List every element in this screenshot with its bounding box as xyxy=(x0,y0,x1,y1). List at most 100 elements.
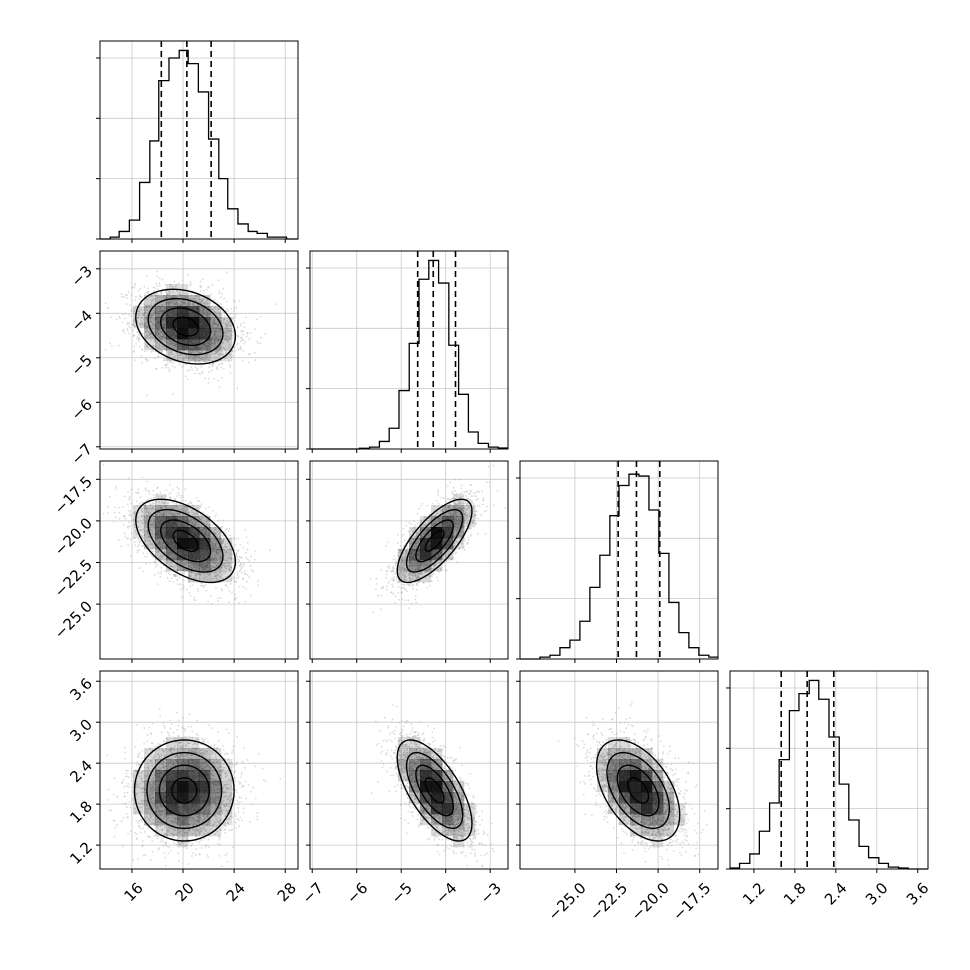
sample-point xyxy=(159,572,162,575)
sample-point xyxy=(219,312,221,315)
sample-point xyxy=(146,291,149,293)
sample-point xyxy=(181,496,184,499)
sample-point xyxy=(138,544,141,546)
sample-point xyxy=(227,341,230,344)
sample-point xyxy=(136,331,138,334)
sample-point xyxy=(169,351,172,354)
sample-point xyxy=(190,575,193,577)
sample-point xyxy=(194,350,197,352)
sample-point xyxy=(170,556,172,559)
sample-point xyxy=(149,320,152,323)
sample-point xyxy=(205,314,208,317)
sample-point xyxy=(220,557,223,560)
sample-point xyxy=(188,304,191,307)
sample-point xyxy=(152,298,155,301)
sample-point xyxy=(213,318,216,321)
sample-point xyxy=(169,496,172,499)
sample-point xyxy=(218,289,221,292)
sample-point xyxy=(220,296,222,299)
sample-point xyxy=(207,601,210,603)
sample-point xyxy=(142,317,145,320)
sample-point xyxy=(145,317,148,319)
sample-point xyxy=(235,596,238,599)
sample-point xyxy=(170,350,173,353)
sample-point xyxy=(163,314,166,317)
sample-point xyxy=(224,338,227,341)
sample-point xyxy=(142,552,145,554)
sample-point xyxy=(141,510,144,513)
sample-point xyxy=(152,494,155,497)
sample-point xyxy=(176,504,179,506)
sample-point xyxy=(137,310,140,313)
sample-point xyxy=(169,498,172,500)
sample-point xyxy=(152,311,155,314)
density-cell xyxy=(188,328,200,340)
sample-point xyxy=(164,314,167,317)
sample-point xyxy=(201,299,204,302)
sample-point xyxy=(226,326,229,329)
sample-point xyxy=(141,316,143,319)
sample-point xyxy=(162,359,165,362)
sample-point xyxy=(236,558,239,560)
sample-point xyxy=(219,353,222,356)
sample-point xyxy=(215,326,218,328)
sample-point xyxy=(264,332,267,335)
sample-point xyxy=(161,495,164,498)
sample-point xyxy=(191,357,194,360)
sample-point xyxy=(213,329,216,331)
sample-point xyxy=(191,303,194,306)
sample-point xyxy=(189,303,191,306)
sample-point xyxy=(224,337,227,340)
sample-point xyxy=(167,501,170,504)
sample-point xyxy=(130,315,133,317)
sample-point xyxy=(146,325,148,328)
sample-point xyxy=(205,288,208,291)
sample-point xyxy=(133,334,135,337)
sample-point xyxy=(196,512,199,514)
sample-point xyxy=(164,364,167,366)
sample-point xyxy=(210,564,213,567)
sample-point xyxy=(224,334,226,337)
sample-point xyxy=(207,534,209,537)
sample-point xyxy=(173,574,176,577)
density-cell xyxy=(199,339,211,351)
contour-line xyxy=(147,297,224,356)
sample-point xyxy=(149,561,152,564)
sample-point xyxy=(160,350,163,353)
sample-point xyxy=(219,359,222,362)
sample-point xyxy=(257,580,260,582)
sample-point xyxy=(253,328,256,330)
sample-point xyxy=(210,338,213,341)
sample-point xyxy=(144,307,147,310)
sample-point xyxy=(210,544,213,547)
sample-point xyxy=(148,332,151,335)
sample-point xyxy=(149,521,151,523)
sample-point xyxy=(194,300,197,302)
sample-point xyxy=(240,567,243,570)
sample-point xyxy=(223,318,226,321)
contour-level xyxy=(147,297,224,356)
sample-point xyxy=(183,302,186,304)
sample-point xyxy=(162,514,165,517)
sample-point xyxy=(159,331,162,333)
sample-point xyxy=(139,496,142,498)
sample-point xyxy=(175,343,177,346)
sample-point xyxy=(200,357,203,360)
sample-point xyxy=(146,394,148,397)
sample-point xyxy=(168,302,170,305)
sample-point xyxy=(179,301,182,303)
sample-point xyxy=(136,491,139,494)
sample-point xyxy=(153,574,156,576)
sample-point xyxy=(140,323,143,326)
sample-point xyxy=(157,549,160,552)
sample-point xyxy=(166,341,169,344)
sample-point xyxy=(136,516,139,519)
sample-point xyxy=(164,300,167,303)
sample-point xyxy=(182,301,185,304)
sample-point xyxy=(206,349,209,352)
sample-point xyxy=(151,327,154,330)
sample-point xyxy=(154,308,157,311)
sample-point xyxy=(195,294,197,297)
sample-point xyxy=(163,551,166,553)
sample-point xyxy=(218,339,220,342)
